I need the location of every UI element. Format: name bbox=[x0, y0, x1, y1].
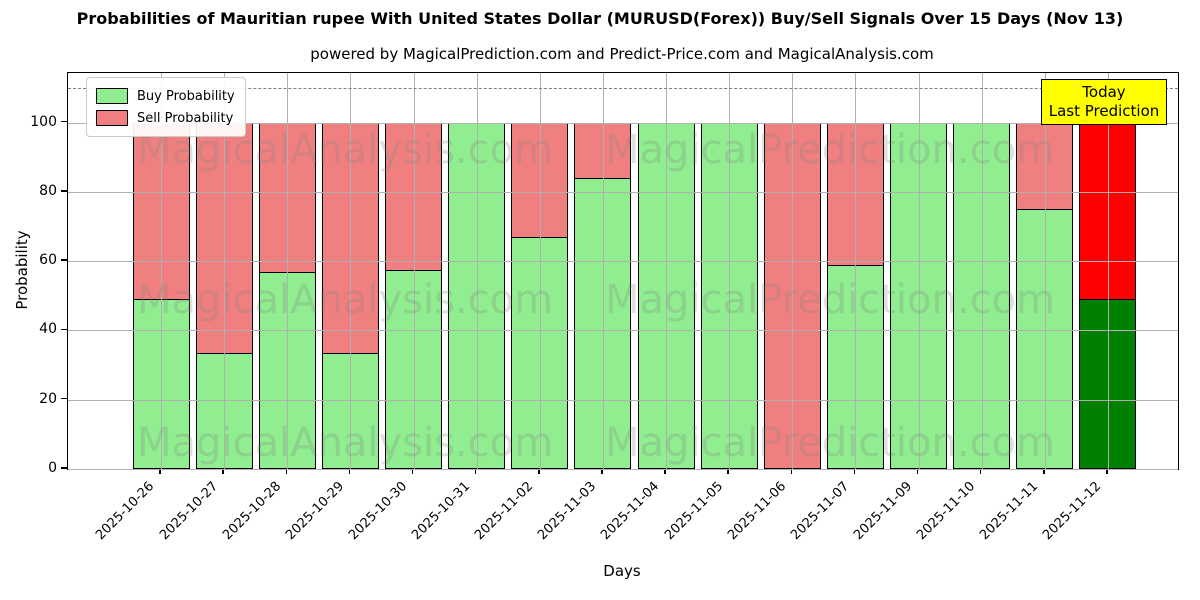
horizontal-gridline bbox=[68, 469, 1178, 470]
vertical-gridline bbox=[287, 73, 289, 469]
x-tick-label: 2025-10-27 bbox=[156, 479, 221, 544]
x-tick-mark bbox=[538, 469, 540, 474]
x-tick-label: 2025-11-04 bbox=[598, 479, 663, 544]
reference-dashed-line bbox=[68, 87, 1178, 89]
x-tick-label: 2025-11-09 bbox=[851, 479, 916, 544]
legend: Buy Probability Sell Probability bbox=[86, 77, 246, 137]
x-tick-label: 2025-10-30 bbox=[346, 479, 411, 544]
y-tick-mark bbox=[61, 120, 67, 123]
legend-sell-label: Sell Probability bbox=[137, 110, 234, 126]
vertical-gridline bbox=[1044, 73, 1046, 469]
y-tick-label: 0 bbox=[48, 460, 57, 476]
horizontal-gridline bbox=[68, 399, 1178, 401]
vertical-gridline bbox=[602, 73, 604, 469]
vertical-gridline bbox=[792, 73, 794, 469]
horizontal-gridline bbox=[68, 191, 1178, 193]
horizontal-gridline bbox=[68, 261, 1178, 263]
x-tick-label: 2025-11-11 bbox=[977, 479, 1042, 544]
vertical-gridline bbox=[1107, 73, 1109, 469]
x-tick-label: 2025-10-29 bbox=[282, 479, 347, 544]
x-tick-mark bbox=[853, 469, 856, 474]
x-tick-mark bbox=[1043, 469, 1045, 474]
vertical-gridline bbox=[476, 73, 478, 469]
x-tick-label: 2025-11-05 bbox=[661, 479, 726, 544]
y-tick-mark bbox=[61, 190, 67, 192]
x-tick-mark bbox=[411, 469, 414, 474]
buy-swatch-icon bbox=[96, 88, 128, 104]
horizontal-gridline bbox=[68, 122, 1178, 124]
today-annotation: Today Last Prediction bbox=[1041, 79, 1167, 125]
vertical-gridline bbox=[729, 73, 731, 469]
x-tick-label: 2025-10-28 bbox=[219, 479, 284, 544]
x-tick-label: 2025-11-02 bbox=[472, 479, 537, 544]
legend-entry-buy: Buy Probability bbox=[96, 85, 235, 107]
x-tick-label: 2025-11-10 bbox=[914, 479, 979, 544]
x-tick-mark bbox=[222, 469, 224, 474]
vertical-gridline bbox=[350, 73, 352, 469]
horizontal-gridline bbox=[68, 330, 1178, 332]
x-tick-mark bbox=[1106, 469, 1108, 474]
y-tick-label: 60 bbox=[39, 252, 57, 269]
x-axis-label: Days bbox=[603, 562, 641, 580]
chart-title: Probabilities of Mauritian rupee With Un… bbox=[76, 9, 1124, 28]
x-tick-label: 2025-11-12 bbox=[1040, 479, 1105, 544]
annotation-line-2: Last Prediction bbox=[1048, 102, 1160, 120]
vertical-gridline bbox=[981, 73, 983, 469]
x-tick-label: 2025-10-26 bbox=[93, 479, 158, 544]
vertical-gridline bbox=[161, 73, 162, 469]
legend-entry-sell: Sell Probability bbox=[96, 107, 235, 129]
plot-area: Buy Probability Sell Probability Today L… bbox=[67, 72, 1179, 470]
x-tick-label: 2025-11-03 bbox=[535, 479, 600, 544]
y-tick-mark bbox=[61, 397, 67, 400]
vertical-gridline bbox=[918, 73, 920, 469]
x-tick-mark bbox=[348, 469, 351, 474]
sell-swatch-icon bbox=[96, 110, 128, 126]
y-tick-mark bbox=[61, 259, 67, 261]
x-tick-mark bbox=[727, 469, 729, 474]
y-tick-label: 100 bbox=[30, 113, 57, 130]
x-tick-mark bbox=[601, 469, 603, 474]
vertical-gridline bbox=[224, 73, 226, 469]
vertical-gridline bbox=[413, 73, 415, 469]
x-tick-label: 2025-10-31 bbox=[409, 479, 474, 544]
x-tick-mark bbox=[916, 469, 919, 474]
x-tick-mark bbox=[159, 469, 161, 474]
x-tick-mark bbox=[474, 469, 477, 474]
y-tick-mark bbox=[61, 467, 67, 469]
x-tick-mark bbox=[285, 469, 287, 474]
y-tick-label: 40 bbox=[39, 321, 57, 338]
y-tick-label: 80 bbox=[39, 182, 57, 199]
vertical-gridline bbox=[666, 73, 668, 469]
x-tick-label: 2025-11-06 bbox=[724, 479, 789, 544]
x-tick-mark bbox=[790, 469, 793, 474]
annotation-line-1: Today bbox=[1082, 83, 1126, 101]
legend-buy-label: Buy Probability bbox=[137, 88, 235, 104]
x-tick-mark bbox=[664, 469, 666, 474]
y-tick-mark bbox=[61, 328, 67, 331]
x-tick-label: 2025-11-07 bbox=[788, 479, 853, 544]
chart-subtitle: powered by MagicalPrediction.com and Pre… bbox=[310, 45, 934, 63]
vertical-gridline bbox=[855, 73, 857, 469]
vertical-gridline bbox=[539, 73, 541, 469]
x-tick-mark bbox=[979, 469, 982, 474]
y-tick-label: 20 bbox=[39, 390, 57, 407]
y-axis-label: Probability bbox=[13, 230, 31, 310]
